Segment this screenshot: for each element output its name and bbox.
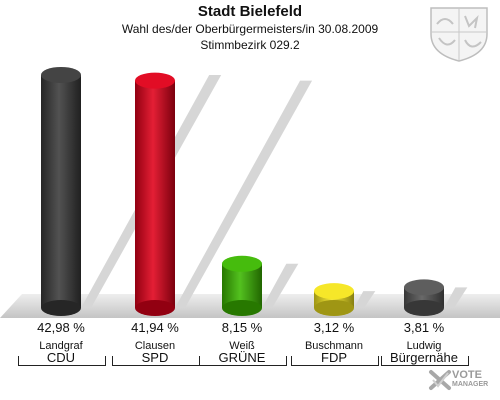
checkmark-x-icon (429, 370, 451, 390)
candidate-label: Landgraf (39, 340, 83, 352)
party-label: FDP (321, 350, 347, 365)
chart-district: Stimmbezirk 029.2 (200, 38, 300, 52)
bar-shadow (175, 80, 313, 308)
bar-shadow (444, 287, 468, 308)
value-label: 42,98 % (37, 320, 85, 335)
candidate-label: Buschmann (304, 340, 364, 352)
chart-title: Stadt Bielefeld (197, 3, 303, 20)
coat-of-arms-icon (430, 7, 488, 62)
bar-spd (135, 72, 175, 316)
value-label: 41,94 % (131, 320, 179, 335)
bar-grüne (222, 255, 262, 316)
candidate-label: Clausen (134, 340, 176, 352)
category-bracket (199, 356, 287, 366)
category-bracket (18, 356, 106, 366)
value-label: 3,12 % (313, 320, 355, 335)
vote-manager-logo: VOTE MANAGER (452, 370, 488, 390)
category-bracket (381, 356, 469, 366)
category-bracket (291, 356, 379, 366)
value-label: 8,15 % (221, 320, 263, 335)
party-label: CDU (46, 350, 76, 365)
logo-line-2: MANAGER (452, 381, 489, 388)
party-label: Bürgernähe (390, 350, 458, 365)
candidate-label: Ludwig (406, 340, 442, 352)
bar-shadow (262, 263, 299, 308)
chart-subtitle: Wahl des/der Oberbürgermeisters/in 30.08… (121, 22, 379, 36)
bar-fdp (314, 283, 354, 316)
bar-bürgernähe (404, 279, 444, 316)
party-label: SPD (141, 350, 169, 365)
candidate-label: Weiß (229, 340, 255, 352)
bar-shadow (354, 291, 376, 308)
logo-line-1: VOTE (452, 369, 482, 381)
party-label: GRÜNE (218, 350, 266, 365)
value-label: 3,81 % (403, 320, 445, 335)
bar-cdu (41, 66, 81, 316)
